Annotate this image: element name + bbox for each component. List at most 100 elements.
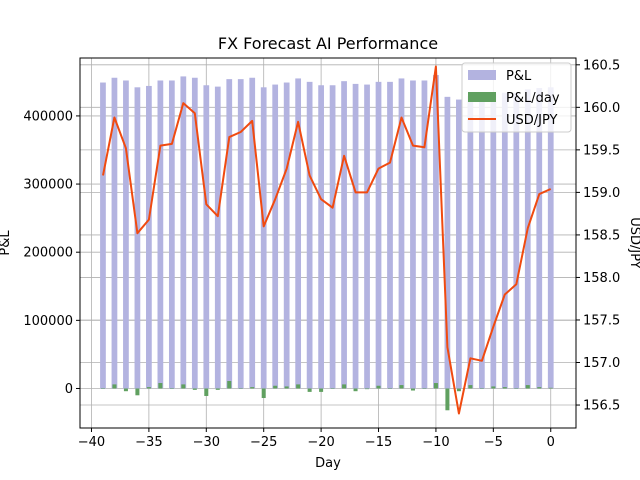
pnl-bar bbox=[341, 81, 347, 389]
pnl-bar bbox=[134, 87, 141, 389]
pnl-day-bar bbox=[238, 388, 243, 389]
legend: P&L P&L/day USD/JPY bbox=[461, 62, 572, 133]
legend-label-usdjpy: USD/JPY bbox=[506, 113, 558, 128]
pnl-bar bbox=[364, 84, 370, 389]
pnl-bar bbox=[100, 82, 106, 389]
pnl-day-bar bbox=[227, 380, 232, 389]
pnl-bar bbox=[272, 84, 279, 389]
y-tick-label: 300000 bbox=[23, 178, 73, 193]
pnl-day-bars bbox=[100, 380, 553, 411]
pnl-day-bar bbox=[261, 388, 266, 399]
y2-axis-label: USD/JPY bbox=[627, 217, 640, 269]
y2-tick-label: 157.5 bbox=[583, 313, 620, 328]
x-axis-label: Day bbox=[315, 456, 341, 471]
pnl-bar bbox=[398, 78, 405, 389]
pnl-bar bbox=[444, 96, 451, 389]
pnl-bar bbox=[123, 80, 129, 389]
pnl-day-bar bbox=[376, 385, 381, 389]
x-tick-label: −5 bbox=[484, 435, 503, 450]
y-tick-label: 0 bbox=[65, 382, 73, 397]
y2-tick-label: 158.5 bbox=[583, 228, 620, 243]
pnl-day-bar bbox=[250, 387, 255, 389]
x-tick-label: −30 bbox=[193, 435, 220, 450]
pnl-bar bbox=[501, 92, 508, 389]
pnl-day-bar bbox=[514, 388, 519, 389]
y-axis-ticks: 0 100000 200000 300000 400000 bbox=[23, 109, 80, 397]
y2-tick-label: 158.0 bbox=[583, 271, 620, 286]
pnl-day-bar bbox=[204, 388, 209, 396]
pnl-day-bar bbox=[537, 387, 542, 389]
y-axis-label: P&L bbox=[0, 230, 13, 256]
y2-axis-ticks: 156.5 157.0 157.5 158.0 158.5 159.0 159.5 160.0… bbox=[576, 58, 620, 414]
x-tick-label: −15 bbox=[365, 435, 392, 450]
pnl-bar bbox=[433, 75, 439, 389]
pnl-day-bar bbox=[479, 388, 484, 389]
legend-swatch-pnl-day bbox=[468, 92, 496, 102]
pnl-bar bbox=[410, 80, 416, 389]
pnl-day-bar bbox=[410, 388, 415, 391]
pnl-bar bbox=[146, 85, 152, 389]
pnl-bar bbox=[536, 87, 543, 389]
pnl-bar bbox=[203, 85, 210, 389]
pnl-day-bar bbox=[491, 386, 496, 389]
x-tick-label: −10 bbox=[422, 435, 449, 450]
x-axis-ticks: −40 −35 −30 −25 −20 −15 −10 −5 0 bbox=[78, 428, 555, 450]
pnl-bar bbox=[157, 80, 164, 389]
pnl-day-bar bbox=[273, 385, 278, 389]
pnl-day-bar bbox=[123, 388, 128, 392]
x-tick-label: −20 bbox=[307, 435, 334, 450]
y-tick-label: 200000 bbox=[23, 246, 73, 261]
pnl-day-bar bbox=[192, 388, 197, 390]
pnl-bar bbox=[467, 96, 474, 389]
pnl-day-bar bbox=[135, 388, 140, 396]
pnl-bar bbox=[168, 80, 175, 389]
pnl-day-bar bbox=[445, 388, 450, 411]
pnl-day-bar bbox=[112, 384, 117, 389]
pnl-bars bbox=[100, 75, 554, 389]
pnl-bar bbox=[478, 96, 485, 389]
pnl-day-bar bbox=[399, 385, 404, 389]
pnl-day-bar bbox=[181, 384, 186, 389]
pnl-bar bbox=[111, 77, 118, 389]
pnl-day-bar bbox=[422, 388, 427, 389]
y-tick-label: 100000 bbox=[23, 314, 73, 329]
pnl-day-bar bbox=[215, 388, 220, 390]
y2-tick-label: 159.0 bbox=[583, 186, 620, 201]
pnl-day-bar bbox=[365, 388, 370, 390]
usdjpy-line bbox=[102, 65, 552, 415]
pnl-day-bar bbox=[548, 387, 553, 389]
pnl-bar bbox=[237, 79, 244, 389]
pnl-day-bar bbox=[100, 388, 105, 389]
pnl-day-bar bbox=[525, 385, 530, 389]
pnl-day-bar bbox=[433, 383, 438, 389]
pnl-day-bar bbox=[146, 387, 151, 389]
pnl-bar bbox=[191, 77, 198, 389]
pnl-bar bbox=[513, 92, 520, 389]
pnl-day-bar bbox=[353, 388, 358, 392]
y-tick-label: 400000 bbox=[23, 109, 73, 124]
pnl-bar bbox=[214, 86, 221, 389]
y2-tick-label: 157.0 bbox=[583, 356, 620, 371]
pnl-day-bar bbox=[456, 388, 461, 392]
x-tick-label: −40 bbox=[78, 435, 105, 450]
pnl-bar bbox=[306, 81, 313, 389]
y2-tick-label: 160.5 bbox=[583, 58, 620, 73]
pnl-bar bbox=[524, 89, 531, 389]
pnl-bar bbox=[547, 87, 554, 389]
pnl-bar bbox=[329, 85, 336, 389]
pnl-bar bbox=[456, 99, 462, 389]
pnl-day-bar bbox=[330, 388, 335, 389]
pnl-bar bbox=[249, 77, 256, 389]
legend-label-pnl: P&L bbox=[506, 69, 532, 84]
pnl-bar bbox=[295, 78, 302, 389]
plot-frame bbox=[79, 57, 577, 429]
pnl-bar bbox=[318, 85, 324, 389]
pnl-day-bar bbox=[319, 388, 324, 392]
pnl-bar bbox=[375, 81, 382, 389]
pnl-bar bbox=[387, 81, 393, 389]
pnl-day-bar bbox=[307, 388, 312, 392]
pnl-day-bar bbox=[342, 384, 347, 389]
pnl-day-bar bbox=[502, 387, 507, 389]
legend-box bbox=[461, 62, 572, 133]
